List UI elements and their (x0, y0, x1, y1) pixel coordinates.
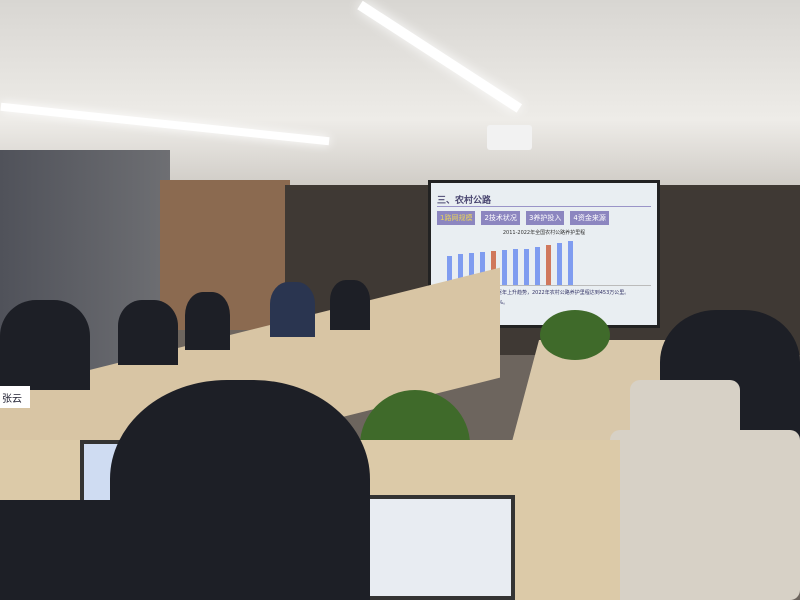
step-4: 4资金来源 (570, 211, 609, 225)
step-3: 3养护投入 (525, 211, 565, 225)
bar (458, 254, 463, 285)
bar (469, 253, 474, 285)
name-card: 张云 (0, 386, 30, 408)
bar (502, 250, 507, 285)
bar (513, 249, 518, 285)
bar (524, 248, 529, 285)
bar (447, 255, 452, 285)
person (118, 300, 178, 365)
slide-bullet: 全国农村公路养护里程规模逐年上升趋势，2022年农村公路养护里程达到453万公里… (437, 290, 630, 296)
person (0, 500, 160, 600)
step-2: 2技术状况 (481, 211, 520, 225)
step-1: 1路网规模 (437, 211, 476, 225)
bar (546, 244, 551, 285)
chair (610, 430, 800, 600)
person (270, 282, 315, 337)
bar (568, 240, 573, 285)
slide-bar-chart (437, 236, 651, 286)
person (330, 280, 370, 330)
bar (557, 242, 562, 285)
projector (487, 125, 532, 150)
bar (491, 250, 496, 285)
bar (535, 246, 540, 285)
bar (480, 252, 485, 285)
slide-chart-title: 2011-2022年全国农村公路养护里程 (502, 230, 586, 236)
laptop (365, 495, 515, 600)
plant (540, 310, 610, 360)
slide-title: 三、农村公路 (437, 193, 651, 207)
slide-steps: 1路网规模 2技术状况 3养护投入 4资金来源 (437, 211, 651, 225)
person (185, 292, 230, 350)
person (0, 300, 90, 390)
